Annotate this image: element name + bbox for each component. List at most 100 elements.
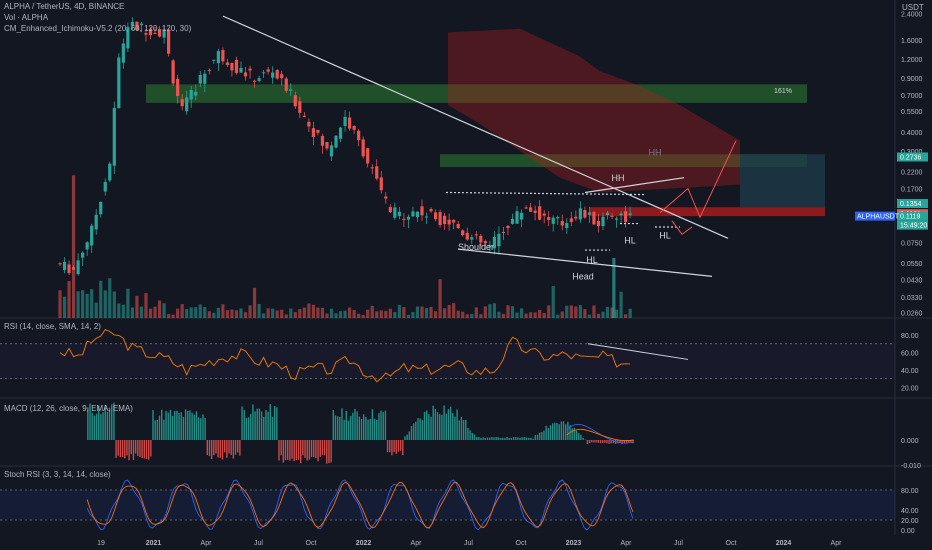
stoch-rsi-title[interactable]: Stoch RSI (3, 3, 14, 14, close) [4, 470, 111, 479]
macd-histogram-bar [206, 440, 209, 456]
macd-histogram-bar [98, 405, 100, 440]
price-tick: 0.9000 [901, 76, 923, 83]
macd-histogram-bar [343, 419, 345, 440]
candle-body [62, 261, 67, 270]
volume-bar [470, 314, 474, 318]
volume-bar [71, 175, 76, 318]
macd-histogram-bar [289, 440, 291, 461]
macd-histogram-bar [564, 424, 567, 440]
macd-histogram-bar [493, 437, 495, 440]
candle-body [103, 181, 107, 192]
volume-bar [569, 305, 573, 318]
ichimoku-indicator-title[interactable]: CM_Enhanced_Ichimoku-V5.2 (20, 60, 120, … [4, 24, 192, 33]
macd-histogram-bar [174, 410, 176, 440]
macd-histogram-bar [182, 416, 185, 440]
macd-title[interactable]: MACD (12, 26, close, 9, EMA, EMA) [4, 404, 133, 413]
macd-histogram-bar [326, 440, 328, 464]
candle-body [433, 212, 438, 220]
macd-histogram-bar [610, 440, 613, 444]
annotation-hh: HH [649, 147, 662, 157]
candle-body [565, 223, 569, 229]
ichimoku-cloud [448, 28, 740, 193]
rsi-title[interactable]: RSI (14, close, SMA, 14, 2) [4, 322, 101, 331]
volume-bar [411, 311, 415, 318]
macd-histogram-bar [91, 412, 93, 440]
candle-body [610, 215, 614, 217]
macd-histogram-bar [549, 425, 552, 440]
candle-body [262, 72, 266, 74]
volume-bar [171, 314, 175, 318]
volume-bar [298, 309, 302, 318]
macd-histogram-bar [341, 408, 343, 440]
macd-histogram-bar [128, 440, 130, 461]
macd-histogram-bar [284, 440, 287, 461]
time-tick: Apr [201, 540, 213, 547]
macd-histogram-bar [345, 411, 348, 440]
volume-bar [266, 308, 270, 318]
candle-body [529, 207, 533, 212]
price-tick: 0.4000 [901, 130, 923, 137]
macd-histogram-bar [217, 440, 219, 458]
macd-histogram-bar [428, 414, 430, 440]
macd-histogram-bar [586, 440, 589, 444]
macd-histogram-bar [152, 410, 154, 440]
candle-body [497, 233, 501, 247]
macd-histogram-bar [219, 440, 222, 458]
volume-bar [203, 307, 207, 318]
candle-body [334, 135, 338, 148]
candle-body [85, 242, 89, 250]
macd-histogram-bar [184, 409, 187, 440]
price-tag [897, 152, 928, 162]
macd-histogram-bar [163, 419, 165, 440]
macd-histogram-bar [360, 418, 363, 440]
macd-histogram-bar [145, 440, 148, 459]
volume-bar [185, 309, 189, 318]
volume-bar [574, 306, 578, 318]
price-tag-label: 0.2736 [900, 154, 922, 161]
macd-histogram-bar [508, 437, 510, 440]
candle-body [271, 72, 275, 78]
macd-histogram-bar [419, 418, 421, 440]
volume-bar [316, 307, 320, 318]
macd-histogram-bar [528, 437, 530, 440]
volume-bar [275, 310, 279, 318]
macd-histogram-bar [504, 438, 506, 440]
macd-histogram-bar [373, 418, 376, 440]
volume-bar [605, 306, 610, 318]
volume-bar [592, 305, 596, 318]
currency-label: USDT [902, 3, 924, 12]
macd-histogram-bar [286, 440, 289, 460]
price-tick: 0.3000 [901, 149, 923, 156]
macd-histogram-bar [423, 411, 426, 440]
macd-histogram-bar [89, 403, 91, 440]
volume-bar [506, 305, 510, 318]
candle-body [216, 51, 220, 64]
macd-histogram-bar [124, 440, 126, 459]
candle-body [302, 115, 306, 117]
price-tick: 0.0430 [901, 277, 923, 284]
macd-histogram-bar [573, 427, 576, 440]
symbol-title[interactable]: ALPHA / TetherUS, 4D, BINANCE [4, 2, 125, 11]
volume-bar [302, 307, 306, 318]
macd-histogram-bar [558, 424, 560, 440]
price-tick: 0.0750 [901, 241, 923, 248]
candle-body [556, 217, 560, 219]
volume-bar [456, 310, 460, 318]
macd-histogram-bar [213, 440, 215, 456]
macd-histogram-bar [234, 440, 237, 455]
macd-histogram-bar [267, 411, 269, 440]
volume-bar [311, 304, 315, 318]
macd-histogram-bar [369, 418, 371, 440]
time-tick: Oct [306, 540, 317, 547]
candle-body [144, 33, 148, 35]
candle-body [252, 80, 257, 82]
volume-bar [126, 288, 130, 318]
volume-indicator-title[interactable]: Vol · ALPHA [4, 13, 49, 22]
volume-bar [510, 306, 515, 318]
volume-bar [348, 307, 352, 318]
candle-body [194, 91, 198, 96]
macd-histogram-bar [612, 440, 615, 444]
volume-bar [108, 278, 112, 318]
macd-histogram-bar [332, 409, 334, 440]
